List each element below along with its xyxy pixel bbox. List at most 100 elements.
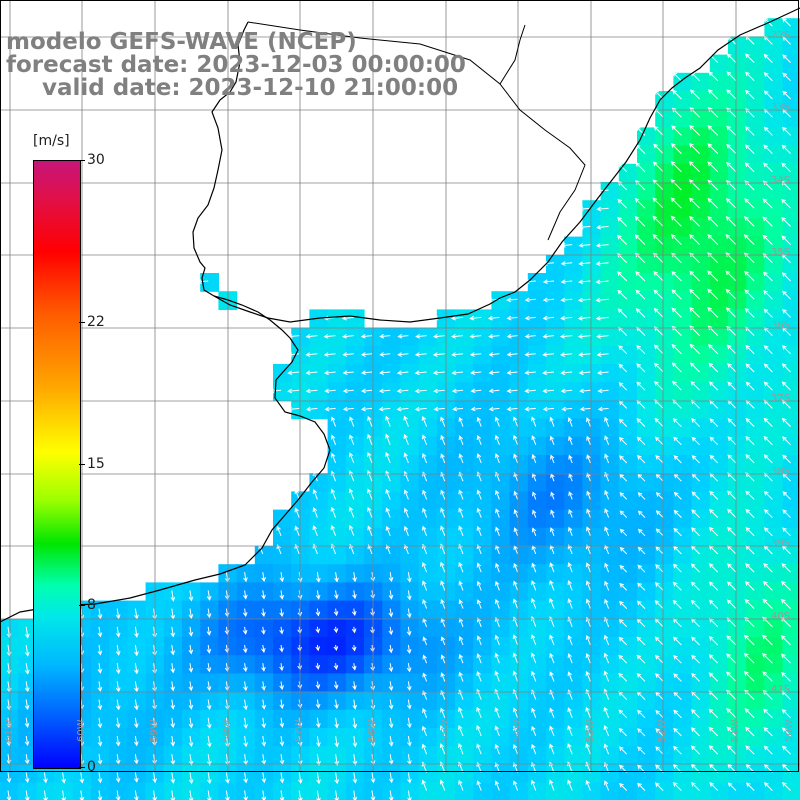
wind-arrow [422, 525, 428, 536]
wind-cell [546, 345, 565, 365]
wind-cell [0, 691, 19, 711]
wind-cell [18, 655, 37, 674]
wind-cell [236, 564, 256, 583]
wind-arrow [323, 333, 336, 339]
longitude-label: 57W [294, 719, 305, 742]
wind-arrow [495, 580, 500, 591]
wind-cell [491, 728, 511, 747]
wind-arrow [470, 388, 482, 394]
wind-arrow [415, 333, 427, 339]
wind-arrow [422, 452, 428, 464]
wind-cell [382, 491, 401, 511]
wind-arrow [707, 197, 719, 209]
wind-cell [273, 637, 292, 656]
wind-cell [291, 564, 310, 583]
wind-cell [509, 728, 529, 747]
wind-arrow [406, 626, 412, 637]
wind-arrow [170, 772, 176, 784]
wind-cell [0, 728, 19, 747]
wind-arrow [470, 370, 482, 376]
wind-cell [491, 764, 511, 784]
wind-arrow [134, 626, 139, 638]
wind-cell [418, 527, 438, 547]
wind-arrow [294, 507, 300, 518]
wind-cell [400, 400, 420, 420]
wind-cell [527, 618, 547, 638]
wind-arrow [224, 644, 230, 654]
wind-arrow [333, 644, 339, 652]
wind-cell [546, 436, 565, 456]
wind-cell [509, 709, 529, 729]
wind-arrow [24, 699, 30, 711]
wind-cell [163, 782, 183, 800]
wind-arrow [495, 489, 500, 500]
wind-cell [18, 618, 37, 638]
wind-cell [600, 418, 620, 438]
wind-cell [163, 728, 183, 747]
wind-cell [600, 746, 620, 765]
wind-cell [273, 673, 292, 693]
wind-arrow [494, 434, 500, 445]
wind-arrow [243, 663, 248, 673]
wind-cell [345, 309, 365, 329]
wind-arrow [634, 234, 646, 245]
wind-cell [564, 655, 583, 674]
wind-arrow [689, 107, 700, 118]
wind-cell [600, 436, 620, 456]
wind-arrow [727, 508, 737, 518]
wind-arrow [708, 708, 719, 719]
wind-arrow [549, 634, 555, 646]
wind-arrow [726, 563, 737, 573]
wind-arrow [567, 779, 573, 791]
wind-cell [582, 782, 602, 800]
wind-cell [491, 455, 511, 474]
wind-arrow [782, 17, 791, 27]
wind-arrow [708, 508, 719, 518]
wind-arrow [745, 126, 755, 136]
wind-cell [564, 236, 583, 256]
wind-cell [309, 782, 329, 800]
wind-cell [509, 473, 529, 492]
wind-cell [582, 200, 602, 219]
wind-arrow [549, 597, 555, 609]
wind-cell [0, 764, 19, 784]
wind-arrow [763, 144, 773, 154]
wind-arrow [619, 600, 628, 609]
wind-cell [382, 600, 401, 620]
wind-cell [400, 637, 420, 656]
wind-arrow [421, 779, 428, 791]
wind-arrow [206, 699, 212, 711]
wind-cell [564, 728, 583, 747]
wind-arrow [542, 315, 555, 321]
wind-cell [127, 618, 147, 638]
wind-cell [18, 709, 37, 729]
wind-cell [455, 582, 474, 602]
wind-arrow [655, 709, 664, 719]
uruguay-border [247, 21, 586, 241]
wind-cell [473, 527, 492, 547]
wind-cell [309, 382, 329, 401]
wind-cell [254, 600, 274, 620]
wind-cell [509, 746, 529, 765]
wind-cell [509, 491, 529, 511]
wind-arrow [542, 279, 555, 285]
wind-cell [564, 273, 583, 292]
wind-arrow [134, 717, 139, 729]
wind-arrow [673, 727, 682, 737]
wind-arrow [745, 344, 755, 355]
wind-arrow [97, 717, 103, 729]
wind-cell [182, 764, 201, 784]
wind-cell [600, 782, 620, 800]
wind-arrow [782, 90, 791, 100]
wind-cell [127, 673, 147, 693]
wind-arrow [743, 652, 755, 664]
wind-arrow [763, 435, 773, 446]
wind-arrow [403, 452, 409, 464]
wind-arrow [361, 388, 373, 394]
wind-arrow [707, 306, 719, 318]
wind-arrow [532, 491, 537, 500]
wind-arrow [476, 453, 482, 464]
wind-arrow [351, 608, 357, 617]
wind-cell [382, 509, 401, 529]
wind-cell [345, 436, 365, 456]
